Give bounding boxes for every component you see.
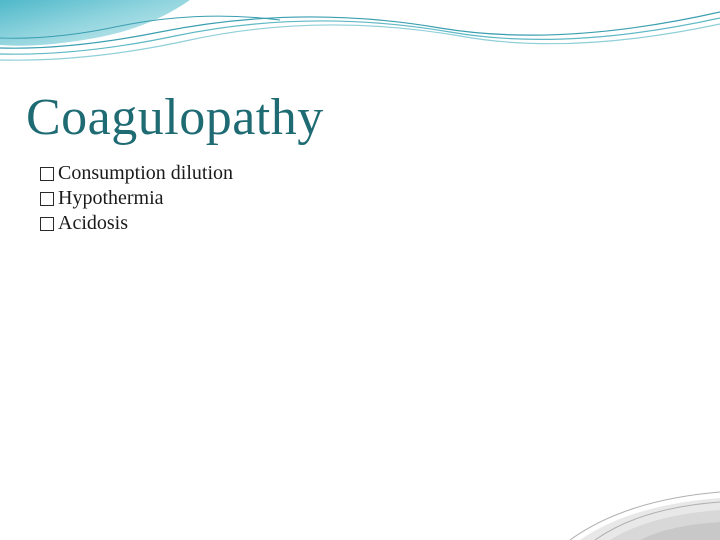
corner-line-2 [595, 502, 720, 540]
bullet-text: Hypothermia [58, 187, 164, 210]
wave-fill [0, 0, 190, 46]
corner-fill-2 [610, 510, 720, 540]
list-item: Consumption dilution [40, 162, 233, 185]
corner-fill-3 [640, 522, 720, 540]
wave-line-4 [0, 16, 280, 38]
corner-fill-1 [580, 498, 720, 540]
slide-title: Coagulopathy [26, 88, 324, 147]
square-bullet-icon [40, 217, 54, 231]
square-bullet-icon [40, 192, 54, 206]
list-item: Hypothermia [40, 187, 233, 210]
wave-line-1 [0, 12, 720, 48]
bullet-text: Consumption dilution [58, 162, 233, 185]
wave-line-3 [0, 24, 720, 60]
slide-container: Coagulopathy Consumption dilution Hypoth… [0, 0, 720, 540]
list-item: Acidosis [40, 212, 233, 235]
bullet-text: Acidosis [58, 212, 128, 235]
bullet-list: Consumption dilution Hypothermia Acidosi… [40, 162, 233, 237]
wave-line-2 [0, 18, 720, 54]
corner-line-1 [570, 492, 720, 540]
corner-decoration-icon [540, 450, 720, 540]
square-bullet-icon [40, 167, 54, 181]
